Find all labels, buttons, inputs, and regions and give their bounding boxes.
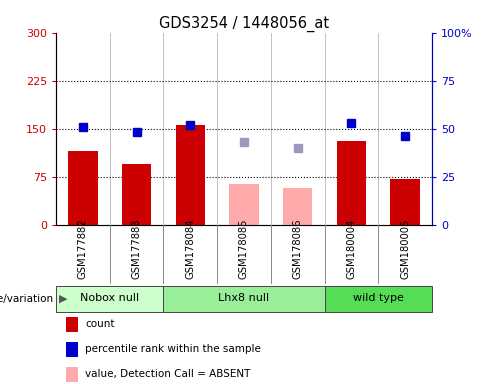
Text: GSM178084: GSM178084 (185, 219, 195, 280)
Bar (176, 126, 205, 225)
Text: GSM180005: GSM180005 (400, 219, 410, 280)
Text: GDS3254 / 1448056_at: GDS3254 / 1448056_at (159, 15, 329, 31)
Bar (337, 141, 366, 225)
Text: wild type: wild type (353, 293, 404, 303)
Text: GSM177882: GSM177882 (78, 219, 88, 280)
Text: genotype/variation: genotype/variation (0, 293, 54, 304)
Text: percentile rank within the sample: percentile rank within the sample (85, 344, 261, 354)
Text: GSM177883: GSM177883 (132, 219, 142, 280)
Text: GSM180004: GSM180004 (346, 219, 356, 280)
Text: Nobox null: Nobox null (80, 293, 140, 303)
Bar (68, 151, 98, 225)
Bar (163, 286, 325, 311)
Bar (56, 286, 163, 311)
Text: GSM178085: GSM178085 (239, 219, 249, 280)
Text: ▶: ▶ (59, 293, 67, 304)
Bar (283, 188, 312, 225)
Bar (122, 164, 151, 225)
Text: Lhx8 null: Lhx8 null (219, 293, 269, 303)
Text: count: count (85, 319, 115, 329)
Text: value, Detection Call = ABSENT: value, Detection Call = ABSENT (85, 369, 251, 379)
Bar (390, 179, 420, 225)
Text: GSM178086: GSM178086 (293, 219, 303, 280)
Bar (229, 184, 259, 225)
Bar (325, 286, 432, 311)
